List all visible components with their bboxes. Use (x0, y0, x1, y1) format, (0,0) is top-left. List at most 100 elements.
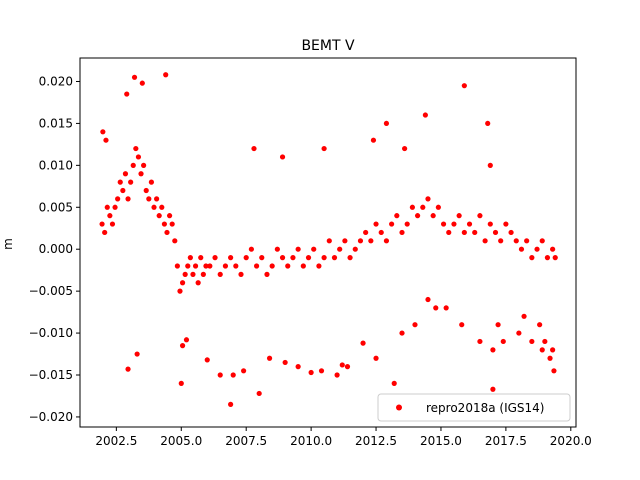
data-point (128, 179, 134, 185)
data-point (529, 338, 535, 345)
data-point (148, 179, 155, 185)
data-point (166, 213, 173, 219)
data-point (295, 246, 301, 252)
data-point (190, 271, 196, 277)
x-tick-label: 2010.0 (290, 434, 332, 448)
legend-box (377, 393, 571, 422)
data-point (487, 221, 493, 227)
data-point (321, 255, 327, 261)
data-point (164, 229, 170, 236)
legend: repro2018a (IGS14) (377, 393, 571, 422)
data-point (200, 271, 206, 277)
data-point (461, 229, 467, 236)
data-point (433, 305, 439, 311)
data-point (143, 187, 149, 194)
data-point (529, 255, 535, 261)
data-point (373, 221, 379, 227)
data-point (109, 221, 116, 227)
data-point (131, 74, 138, 80)
data-point (251, 145, 257, 152)
data-point (404, 221, 410, 227)
y-tick-label: −0.010 (29, 326, 73, 340)
data-point (233, 263, 239, 269)
data-point (138, 171, 144, 177)
data-point (120, 187, 126, 194)
data-point (425, 296, 431, 303)
data-point (373, 355, 379, 361)
data-point (146, 196, 152, 202)
data-point (399, 229, 405, 236)
data-point (552, 255, 558, 261)
data-point (368, 238, 374, 244)
x-axis-ticks: 2002.5 2005.0 2007.5 2010.0 2012.5 2015.0 2017… (95, 427, 592, 448)
data-point (430, 213, 436, 219)
data-point (352, 246, 358, 252)
data-point (360, 340, 366, 346)
data-point (544, 255, 551, 261)
legend-marker (396, 404, 402, 411)
data-point (498, 238, 504, 244)
data-point (187, 255, 193, 261)
data-point (550, 347, 556, 353)
data-point (451, 221, 457, 227)
data-point (492, 229, 499, 236)
data-point (159, 204, 165, 210)
data-point (269, 263, 275, 269)
data-point (290, 255, 296, 261)
data-point (172, 238, 178, 244)
data-point (487, 162, 493, 168)
data-point (331, 255, 338, 261)
data-point (169, 221, 175, 227)
data-point (342, 238, 348, 244)
data-point (477, 338, 483, 345)
y-axis-ticks: −0.020 −0.015 −0.010 −0.005 0.000 0.005 0.010 0… (29, 74, 80, 424)
data-points (99, 72, 558, 407)
data-point (195, 280, 201, 286)
data-point (222, 263, 229, 269)
data-point (482, 238, 488, 244)
data-point (139, 80, 145, 86)
data-point (185, 263, 191, 269)
x-tick-label: 2002.5 (95, 434, 137, 448)
data-point (420, 204, 426, 210)
data-point (440, 221, 447, 227)
data-point (347, 255, 353, 261)
data-point (518, 246, 525, 252)
data-point (100, 129, 106, 135)
data-point (490, 386, 496, 392)
data-point (414, 213, 421, 219)
data-point (141, 162, 147, 168)
data-point (122, 171, 129, 177)
data-point (115, 196, 121, 202)
data-point (383, 120, 390, 127)
data-point (521, 313, 527, 319)
data-point (125, 196, 131, 202)
data-point (500, 338, 506, 345)
data-point (539, 238, 545, 244)
x-tick-label: 2015.0 (420, 434, 462, 448)
data-point (477, 213, 483, 219)
data-point (378, 229, 384, 236)
data-point (495, 322, 501, 328)
data-point (282, 359, 288, 366)
data-point (156, 213, 162, 219)
data-point (363, 229, 369, 236)
data-point (334, 372, 340, 378)
y-tick-label: −0.005 (29, 284, 73, 298)
y-tick-label: 0.000 (39, 242, 73, 256)
data-point (542, 338, 548, 345)
data-point (102, 229, 108, 236)
data-point (161, 221, 167, 227)
data-point (391, 380, 397, 386)
data-point (248, 246, 254, 252)
data-point (124, 91, 130, 97)
data-point (516, 330, 522, 336)
y-axis-label: m (1, 238, 15, 250)
data-point (192, 263, 199, 269)
data-point (230, 372, 236, 378)
data-point (182, 271, 188, 277)
data-point (370, 137, 377, 143)
data-point (316, 263, 322, 269)
data-point (344, 364, 351, 370)
data-point (459, 322, 465, 328)
